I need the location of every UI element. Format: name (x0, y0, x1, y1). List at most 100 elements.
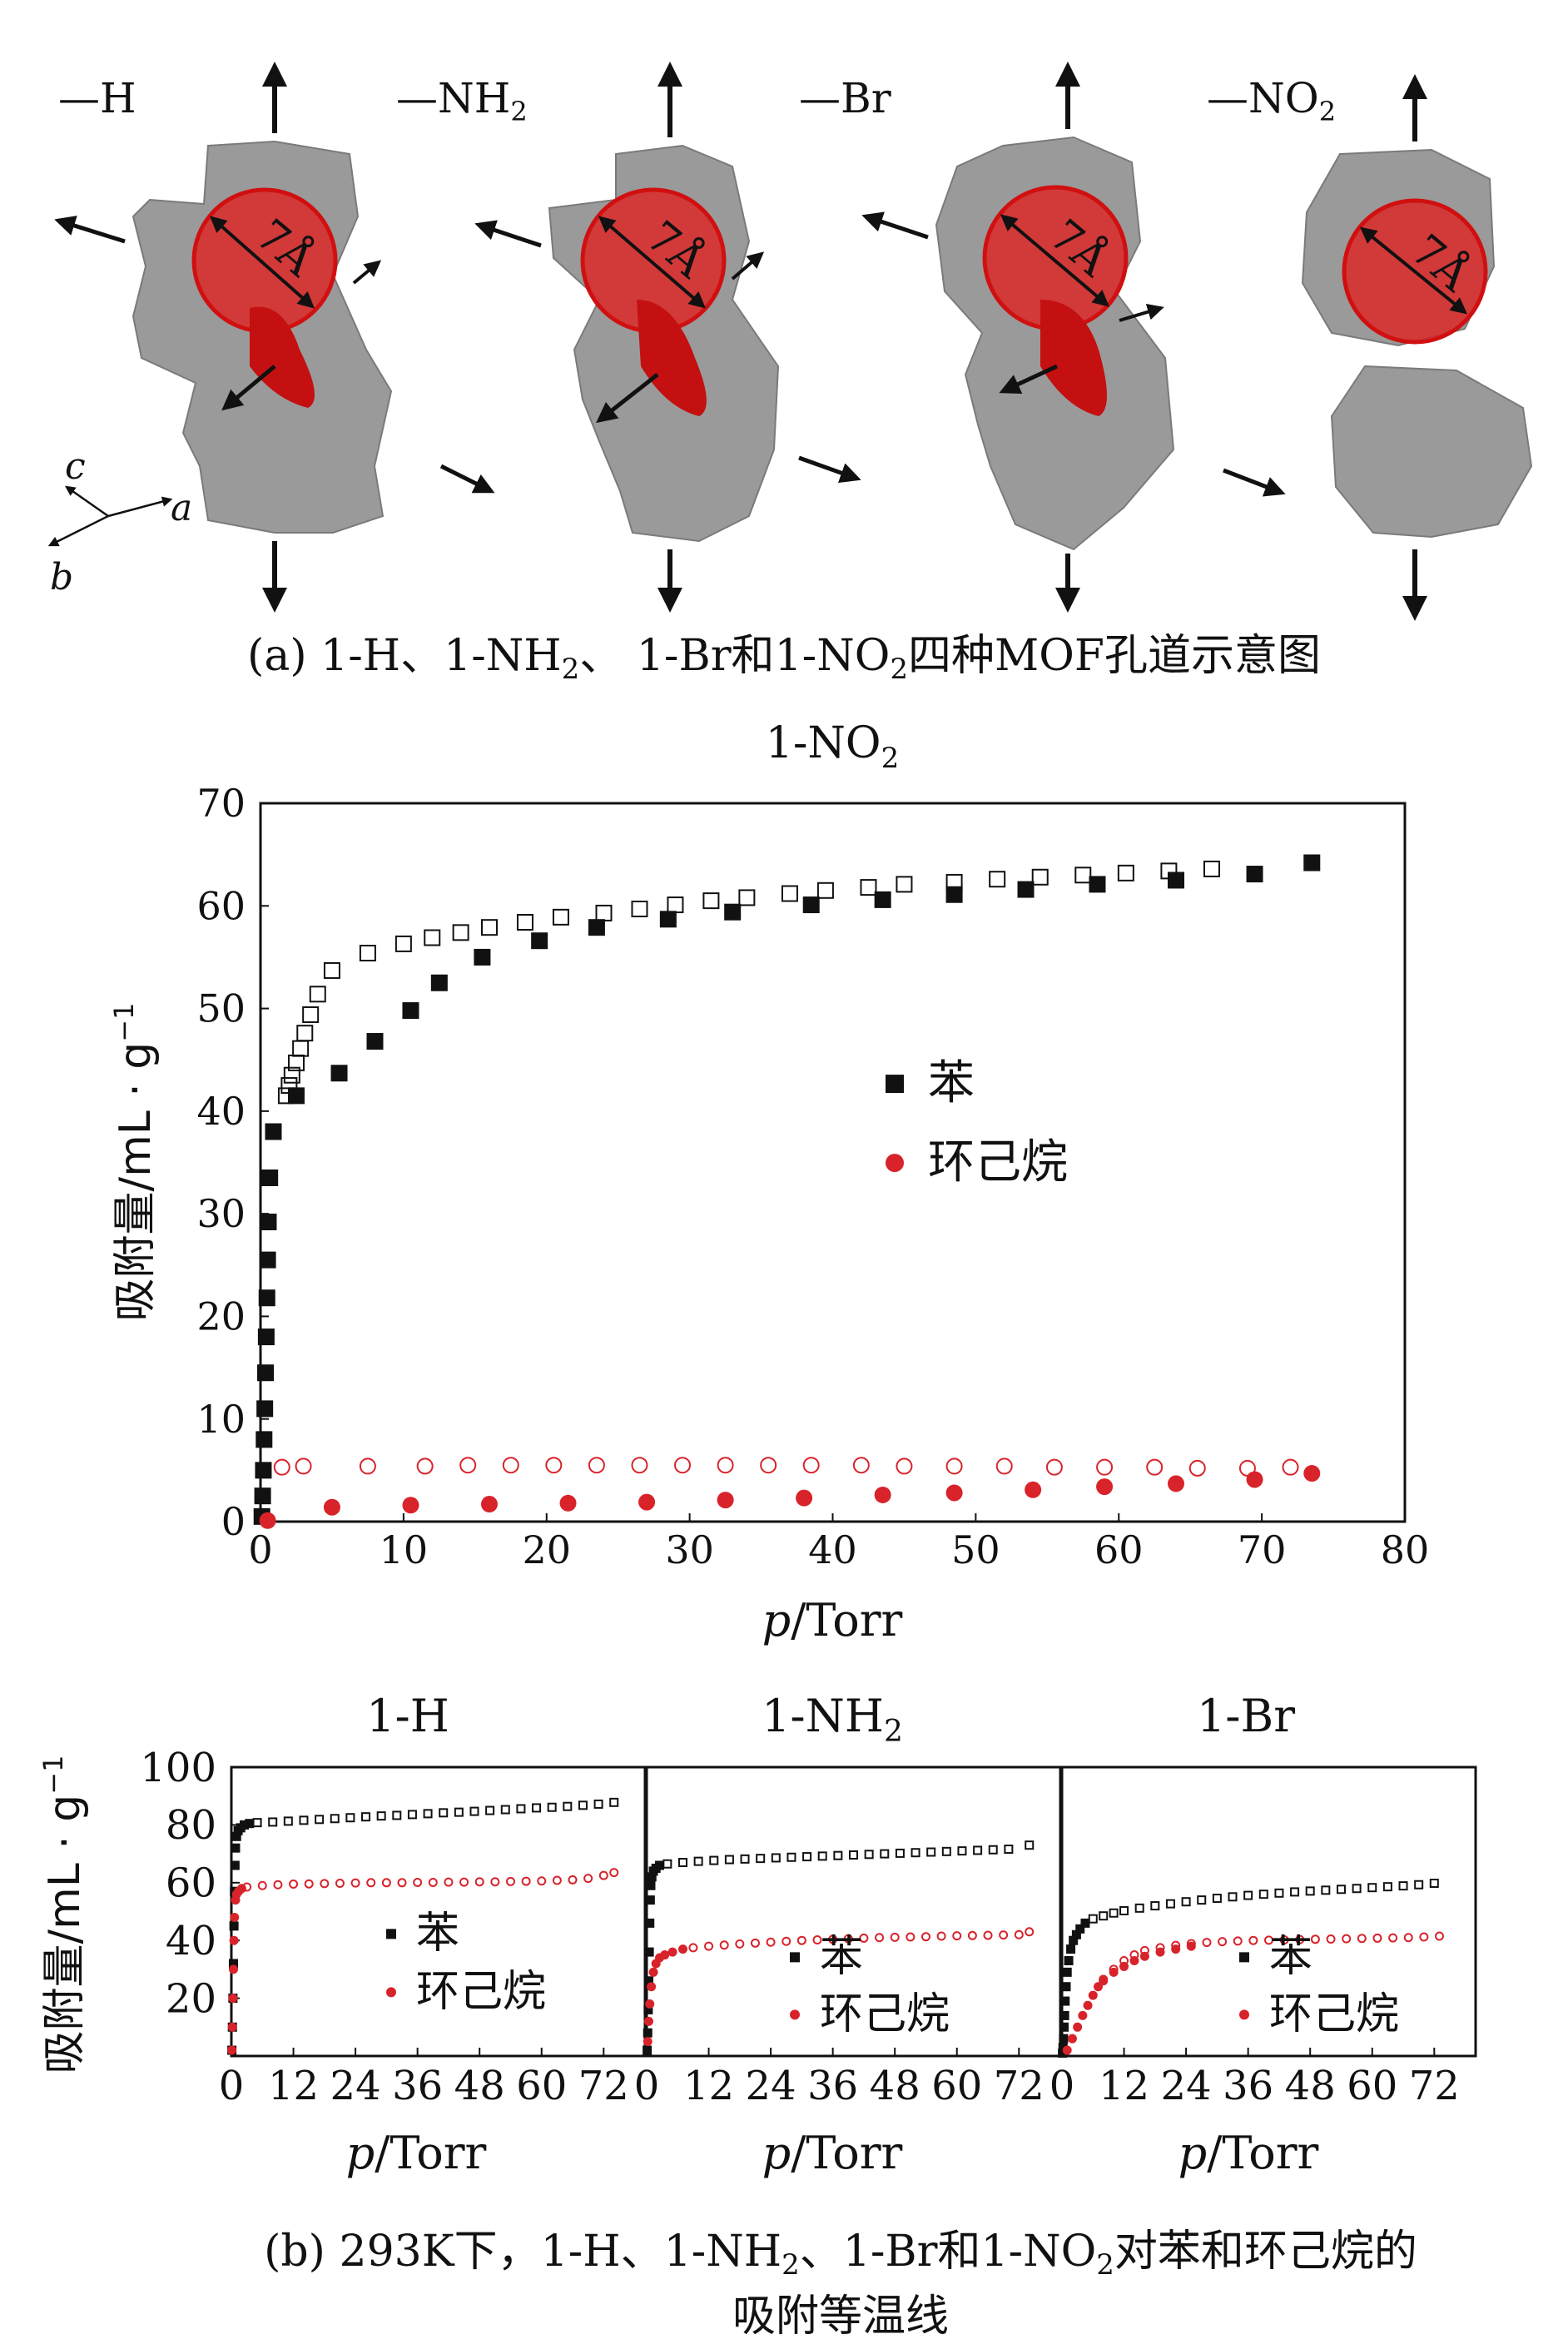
data-point (1246, 1471, 1263, 1488)
data-point (444, 1877, 454, 1887)
x-tick-label: 12 (683, 2063, 734, 2109)
data-point (802, 1457, 820, 1474)
series-2 (643, 1944, 687, 2047)
data-point (693, 1856, 703, 1866)
data-point (552, 908, 569, 926)
data-point (490, 1877, 500, 1887)
data-point (1067, 2034, 1077, 2044)
data-point (287, 1087, 305, 1105)
data-point (330, 1814, 340, 1824)
data-point (402, 1497, 419, 1514)
data-point (717, 1457, 734, 1474)
data-point (335, 1878, 345, 1888)
arrow-right (1223, 468, 1286, 497)
data-point (1382, 1882, 1392, 1892)
data-point (852, 1457, 870, 1474)
data-point (1321, 1885, 1331, 1895)
data-point (559, 1494, 577, 1512)
x-axis-label: p/Torr (1178, 2127, 1319, 2179)
x-tick-label: 60 (516, 2063, 567, 2109)
data-point (424, 929, 441, 946)
x-tick-label: 36 (1223, 2063, 1273, 2109)
x-tick-label: 24 (746, 2063, 796, 2109)
data-point (345, 1813, 355, 1823)
data-point (609, 1868, 619, 1878)
y-tick-label: 50 (196, 986, 246, 1031)
data-point (1071, 1929, 1081, 1939)
data-point (1160, 862, 1178, 880)
data-point (1218, 1937, 1228, 1947)
series-1 (252, 1797, 619, 1828)
data-point (643, 2004, 653, 2014)
data-point (1305, 1886, 1315, 1896)
legend-label-cyclohexane: 环己烷 (820, 1989, 950, 2039)
axis-c-label: c (65, 445, 86, 488)
data-point (593, 1799, 603, 1809)
data-point (1139, 1945, 1149, 1955)
data-point (257, 1880, 267, 1890)
arrow-right (798, 455, 861, 484)
data-point (1188, 1459, 1206, 1477)
arrow-small (1119, 304, 1164, 322)
y-tick-label: 20 (166, 1975, 216, 2022)
data-point (859, 1933, 869, 1943)
data-point (843, 1934, 853, 1944)
data-point (1150, 1901, 1160, 1911)
x-tick-label: 36 (807, 2063, 858, 2109)
caption-a: (a) 1-H、1-NH2、 1-Br和1-NO2四种MOF孔道示意图 (247, 631, 1321, 686)
data-point (1336, 1885, 1346, 1895)
data-point (255, 1462, 272, 1479)
arrow-channel (999, 364, 1059, 394)
data-point (280, 1077, 298, 1095)
data-point (1058, 2043, 1068, 2053)
data-point (1233, 1936, 1243, 1946)
data-point (1059, 2022, 1069, 2032)
chart-title: 1-NO2 (766, 718, 899, 775)
data-point (1069, 1935, 1079, 1945)
data-point (469, 1806, 479, 1816)
data-point (880, 1849, 890, 1859)
data-point (1134, 1903, 1144, 1913)
pore-size-arrow (598, 216, 707, 309)
series-3 (688, 1927, 1035, 1953)
data-point (320, 1879, 330, 1889)
data-point (402, 1002, 419, 1020)
data-point (1155, 1943, 1165, 1953)
data-point (1246, 866, 1263, 883)
data-point (1089, 876, 1106, 893)
data-point (941, 1846, 951, 1856)
data-point (229, 1935, 239, 1945)
label-no2: —NO2 (1207, 74, 1336, 127)
data-point (277, 1087, 295, 1105)
legend-label-cyclohexane: 环己烷 (928, 1135, 1068, 1189)
data-point (643, 2016, 653, 2026)
data-point (257, 1364, 275, 1382)
series-1 (277, 860, 1220, 1105)
x-tick-label: 48 (454, 2063, 505, 2109)
data-point (273, 1458, 290, 1476)
data-point (1088, 1914, 1098, 1924)
data-point (532, 1803, 542, 1813)
pore-size-arrow (1000, 214, 1110, 307)
data-point (1243, 1890, 1253, 1900)
axis-b-label: b (50, 556, 73, 598)
data-point (812, 1935, 822, 1945)
caption-b-line2: 吸附等温线 (732, 2292, 949, 2342)
data-point (945, 886, 963, 903)
data-point (366, 1878, 376, 1888)
arrow-small (731, 251, 765, 281)
data-point (563, 1801, 573, 1811)
y-tick-label: 60 (166, 1860, 216, 1907)
data-point (505, 1876, 515, 1886)
data-point (796, 1489, 813, 1507)
legend-label-cyclohexane: 环己烷 (1269, 1989, 1399, 2039)
data-point (1197, 1895, 1207, 1905)
data-point (1146, 1458, 1164, 1476)
data-point (330, 1065, 348, 1082)
data-point (771, 1853, 781, 1863)
data-point (1014, 1929, 1024, 1939)
data-point (350, 1878, 360, 1888)
